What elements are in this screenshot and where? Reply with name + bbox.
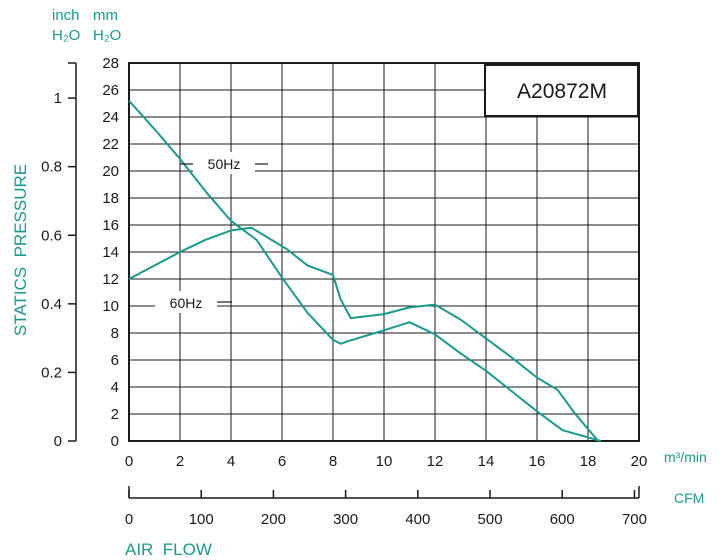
label-50hz-bg — [193, 152, 255, 174]
cfm-tick-label: 100 — [189, 511, 214, 528]
x-tick-label: 18 — [580, 453, 597, 470]
y-tick-label: 24 — [102, 109, 119, 126]
y-tick-label: 6 — [111, 352, 119, 369]
x-tick-label: 20 — [631, 453, 648, 470]
inch-h2o-sub: H₂O — [52, 27, 80, 44]
y-tick-label: 14 — [102, 244, 119, 261]
y-tick-label: 10 — [102, 298, 119, 315]
cfm-tick-label: 400 — [405, 511, 430, 528]
inch-unit-label: inch — [52, 7, 80, 24]
y-tick-label: 18 — [102, 190, 119, 207]
y-tick-label: 20 — [102, 163, 119, 180]
y-tick-label: 26 — [102, 82, 119, 99]
inch-tick-label: 1 — [54, 90, 62, 107]
cfm-tick-label: 0 — [125, 511, 133, 528]
grid — [128, 62, 640, 442]
inch-axis: 0 0.2 0.4 0.6 0.8 1 — [41, 62, 77, 450]
y-tick-label: 16 — [102, 217, 119, 234]
x-tick-label: 14 — [478, 453, 495, 470]
y-tick-label: 12 — [102, 271, 119, 288]
series-line-50hz — [128, 100, 602, 442]
x-tick-label: 6 — [278, 453, 286, 470]
x-tick-label: 2 — [176, 453, 184, 470]
cfm-tick-label: 500 — [478, 511, 503, 528]
x-axis-title: AIR FLOW — [125, 540, 212, 559]
inch-tick-label: 0.8 — [41, 159, 62, 176]
curves — [128, 100, 602, 442]
chart-title: A20872M — [517, 80, 607, 103]
y-axis-title: STATICS PRESSURE — [11, 164, 30, 336]
m3min-unit-label: m³/min — [664, 449, 707, 465]
cfm-tick-label: 200 — [261, 511, 286, 528]
series-label-50hz: 50Hz — [208, 156, 241, 172]
y-tick-label: 4 — [111, 379, 119, 396]
x-tick-label: 12 — [427, 453, 444, 470]
title-box — [484, 64, 639, 117]
inch-tick-label: 0 — [54, 433, 62, 450]
cfm-tick-label: 600 — [550, 511, 575, 528]
y-tick-label: 2 — [111, 406, 119, 423]
label-60hz-bg — [155, 291, 217, 313]
cfm-axis: 0 100 200 300 400 500 600 700 — [125, 486, 647, 528]
y-tick-label: 22 — [102, 136, 119, 153]
series-line-60hz — [128, 226, 599, 442]
series-label-60hz: 60Hz — [170, 295, 203, 311]
cfm-tick-label: 300 — [333, 511, 358, 528]
x-tick-label: 8 — [329, 453, 337, 470]
mm-unit-label: mm — [93, 7, 118, 24]
x-tick-label: 10 — [376, 453, 393, 470]
y-tick-label: 8 — [111, 325, 119, 342]
mm-h2o-sub: H₂O — [93, 27, 121, 44]
y-tick-label: 28 — [102, 55, 119, 72]
cfm-unit-label: CFM — [674, 490, 704, 506]
y-tick-label: 0 — [111, 433, 119, 450]
cfm-tick-label: 700 — [622, 511, 647, 528]
inch-tick-label: 0.6 — [41, 227, 62, 244]
x-tick-label: 0 — [125, 453, 133, 470]
x-tick-label: 16 — [529, 453, 546, 470]
inch-tick-label: 0.2 — [41, 364, 62, 381]
x-tick-label: 4 — [227, 453, 235, 470]
plot-frame — [128, 62, 640, 442]
inch-tick-label: 0.4 — [41, 296, 62, 313]
